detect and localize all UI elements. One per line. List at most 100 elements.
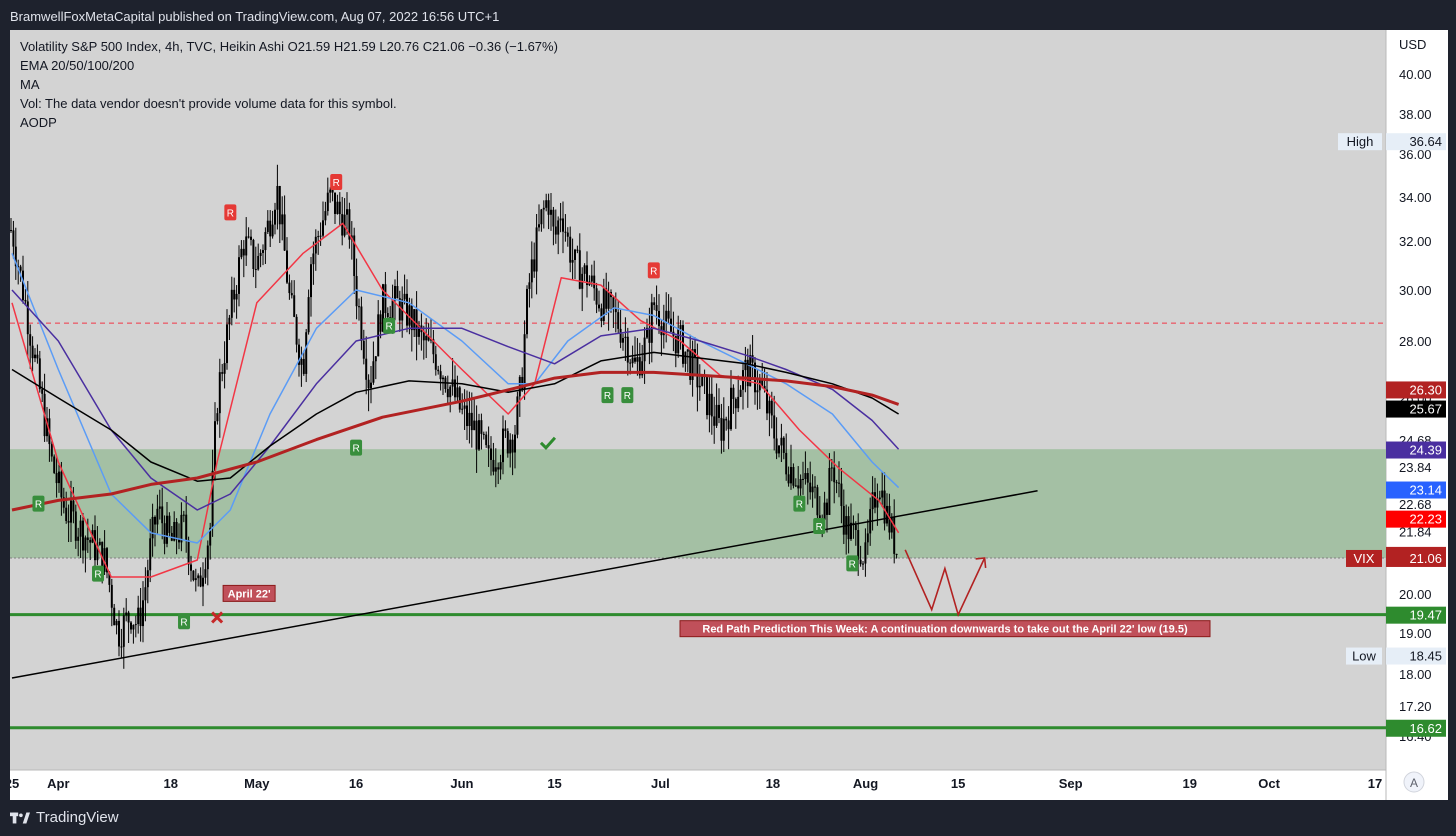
candle-body <box>818 515 821 520</box>
candle-body <box>583 265 586 274</box>
candle-body <box>250 236 252 240</box>
candle-body <box>845 516 848 535</box>
legend-line-vol[interactable]: Vol: The data vendor doesn't provide vol… <box>20 96 397 111</box>
legend-line-ema[interactable]: EMA 20/50/100/200 <box>20 58 134 73</box>
auto-scale-button[interactable]: A <box>1403 771 1425 793</box>
indicator-line <box>11 222 900 578</box>
prediction-label-text: Red Path Prediction This Week: A continu… <box>702 624 1188 636</box>
candle-body <box>833 467 836 483</box>
candle-body <box>230 289 233 318</box>
signal-badge <box>92 565 105 582</box>
time-tick-label: Jun <box>450 776 473 791</box>
chart-frame[interactable]: R R R R R R R R R R R R R April 22' Red Path Predicti… <box>10 30 1448 800</box>
legend-line-symbol[interactable]: Volatility S&P 500 Index, 4h, TVC, Heiki… <box>20 39 558 54</box>
candle-body <box>146 570 149 588</box>
price-tick-label: 23.84 <box>1399 460 1432 475</box>
candle-body <box>149 538 152 571</box>
candle-body <box>593 275 596 289</box>
candle-body <box>302 358 305 374</box>
price-tag-value: 16.62 <box>1409 721 1442 736</box>
candle-body <box>814 486 816 488</box>
candle-body <box>226 324 228 364</box>
candle-body <box>641 361 644 376</box>
time-tick-label: Aug <box>853 776 878 791</box>
candle-body <box>540 209 543 225</box>
candle-body <box>478 420 480 450</box>
legend-line-ma[interactable]: MA <box>20 77 40 92</box>
candle-body <box>223 363 226 374</box>
candle-body <box>398 298 401 321</box>
candle-body <box>470 412 473 431</box>
signal-marker: R <box>350 439 363 456</box>
tradingview-logo[interactable]: TradingView <box>10 809 119 826</box>
candle-body <box>852 522 855 525</box>
price-tag-value: 25.67 <box>1409 402 1442 417</box>
candle-body <box>653 302 656 306</box>
candle-body <box>382 284 384 332</box>
candle-body <box>504 428 507 432</box>
candle-body <box>468 412 471 427</box>
price-tag-label: High <box>1347 134 1374 149</box>
signal-marker: R <box>92 565 105 582</box>
candle-body <box>218 372 221 414</box>
candle-body <box>768 400 771 414</box>
price-tag-value-box <box>1386 133 1446 151</box>
candle-body <box>403 293 406 300</box>
chart-svg[interactable]: R R R R R R R R R R R R R April 22' Red Path Predicti… <box>10 30 1448 800</box>
candle-body <box>94 530 96 561</box>
candle-body <box>374 356 377 362</box>
candle-body <box>86 537 89 540</box>
candle-body <box>264 231 267 251</box>
candle-body <box>847 516 850 540</box>
candle-body <box>29 334 32 346</box>
candle-body <box>125 612 128 616</box>
price-tag-value-box <box>1386 719 1446 737</box>
price-tag-value: 21.06 <box>1409 551 1442 566</box>
candle-body <box>367 379 370 389</box>
signal-letter: R <box>94 570 101 581</box>
candle-body <box>329 189 332 193</box>
time-tick-label: 16 <box>349 776 363 791</box>
candle-body <box>890 517 893 533</box>
candle-body <box>410 305 413 331</box>
candle-body <box>298 344 300 365</box>
candle-body <box>509 439 512 454</box>
price-tag-value-box <box>1386 549 1446 567</box>
candle-body <box>312 253 315 265</box>
candle-body <box>614 308 617 313</box>
candle-body <box>362 340 365 359</box>
candle-body <box>41 389 44 394</box>
candle-body <box>271 224 274 237</box>
price-axis-background[interactable] <box>1386 30 1448 770</box>
candle-body <box>326 192 329 212</box>
candle-body <box>708 393 711 416</box>
candle-body <box>756 390 759 393</box>
candle-body <box>751 355 754 363</box>
candle-body <box>216 413 219 422</box>
time-axis-background[interactable] <box>10 770 1448 800</box>
candle-body <box>552 209 555 227</box>
time-tick-label: Jul <box>651 776 670 791</box>
candle-body <box>677 329 680 354</box>
candle-body <box>646 327 648 338</box>
candle-body <box>134 624 137 626</box>
price-tick-label: 22.68 <box>1399 497 1432 512</box>
indicator-line <box>11 370 900 512</box>
auto-scale-circle[interactable] <box>1403 771 1425 793</box>
candle-body <box>874 492 876 508</box>
legend-line-aodp[interactable]: AODP <box>20 115 57 130</box>
candle-body <box>792 467 795 486</box>
candle-body <box>283 214 286 251</box>
candle-body <box>415 309 418 337</box>
auto-scale-label[interactable]: A <box>1410 776 1418 790</box>
signal-badge <box>224 204 237 221</box>
price-tag: 23.14 <box>1386 481 1446 499</box>
candle-body <box>682 325 684 364</box>
candle-body <box>62 497 65 508</box>
candle-body <box>314 236 317 254</box>
candle-body <box>118 620 120 647</box>
candle-body <box>396 286 399 299</box>
candle-body <box>780 437 783 446</box>
candle-body <box>154 516 156 525</box>
time-tick-label: Sep <box>1059 776 1083 791</box>
